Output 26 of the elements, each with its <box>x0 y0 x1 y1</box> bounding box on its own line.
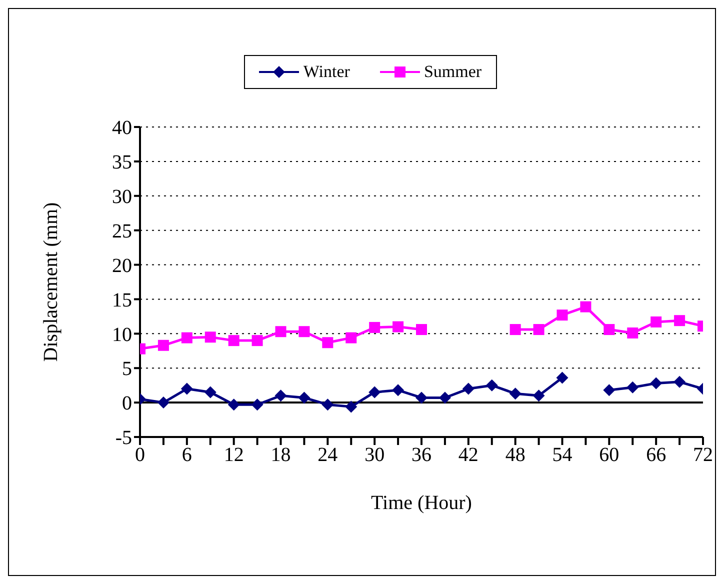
y-tick-label: 10 <box>112 324 132 346</box>
x-tick-label: 72 <box>693 444 713 466</box>
x-tick-label: 66 <box>646 444 666 466</box>
y-tick-label: -5 <box>115 427 132 450</box>
y-tick-label: 15 <box>112 289 132 312</box>
x-tick-label: 60 <box>599 444 620 466</box>
y-tick-label: 20 <box>112 254 132 277</box>
x-axis-title: Time (Hour) <box>371 492 472 514</box>
x-tick-label: 24 <box>318 444 338 466</box>
x-tick-label: 12 <box>224 444 244 466</box>
y-tick-label: 35 <box>112 152 132 174</box>
x-tick-label: 54 <box>552 444 572 466</box>
x-tick-label: 18 <box>270 444 291 466</box>
y-tick-label: 40 <box>112 117 132 140</box>
legend-label: Winter <box>302 62 350 82</box>
legend-label: Summer <box>422 62 482 82</box>
x-tick-label: 48 <box>505 444 526 466</box>
x-tick-label: 36 <box>412 444 432 466</box>
y-axis-title: Displacement (mm) <box>40 202 62 362</box>
x-tick-label: 30 <box>364 444 385 466</box>
x-tick-label: 6 <box>182 444 192 466</box>
y-tick-label: 30 <box>112 186 132 208</box>
y-tick-label: 0 <box>122 392 132 415</box>
y-tick-label: 25 <box>112 220 132 242</box>
x-tick-label: 42 <box>458 444 478 466</box>
y-tick-label: 5 <box>122 358 132 380</box>
